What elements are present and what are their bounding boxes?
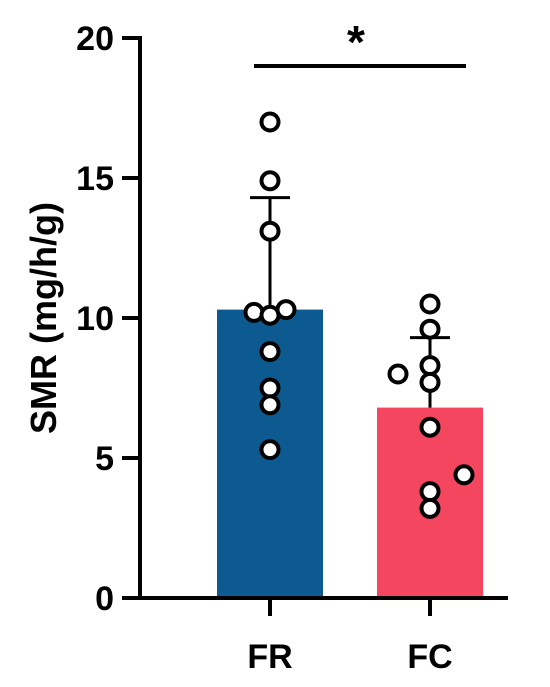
y-axis-title: SMR (mg/h/g) [23, 202, 64, 434]
data-point [419, 293, 441, 315]
x-tick-label: FC [407, 638, 452, 676]
data-point [259, 111, 281, 133]
data-point [259, 341, 281, 363]
y-tick-label: 10 [76, 300, 114, 338]
data-point [259, 220, 281, 242]
data-point [259, 394, 281, 416]
y-tick-label: 15 [76, 160, 114, 198]
y-tick-label: 20 [76, 20, 114, 58]
data-point [259, 439, 281, 461]
data-point [419, 355, 441, 377]
data-point [387, 363, 409, 385]
data-point [419, 481, 441, 503]
significance-star: * [347, 16, 365, 68]
data-point [419, 416, 441, 438]
data-point [275, 299, 297, 321]
data-point [259, 377, 281, 399]
data-point [419, 371, 441, 393]
data-point [419, 497, 441, 519]
data-point [259, 170, 281, 192]
data-point [419, 318, 441, 340]
data-point [453, 464, 475, 486]
plot-area: 0 5 10 15 20 FR FC [76, 20, 508, 676]
y-tick-label: 0 [95, 580, 114, 618]
x-tick-label: FR [247, 638, 292, 676]
y-tick-label: 5 [95, 440, 114, 478]
